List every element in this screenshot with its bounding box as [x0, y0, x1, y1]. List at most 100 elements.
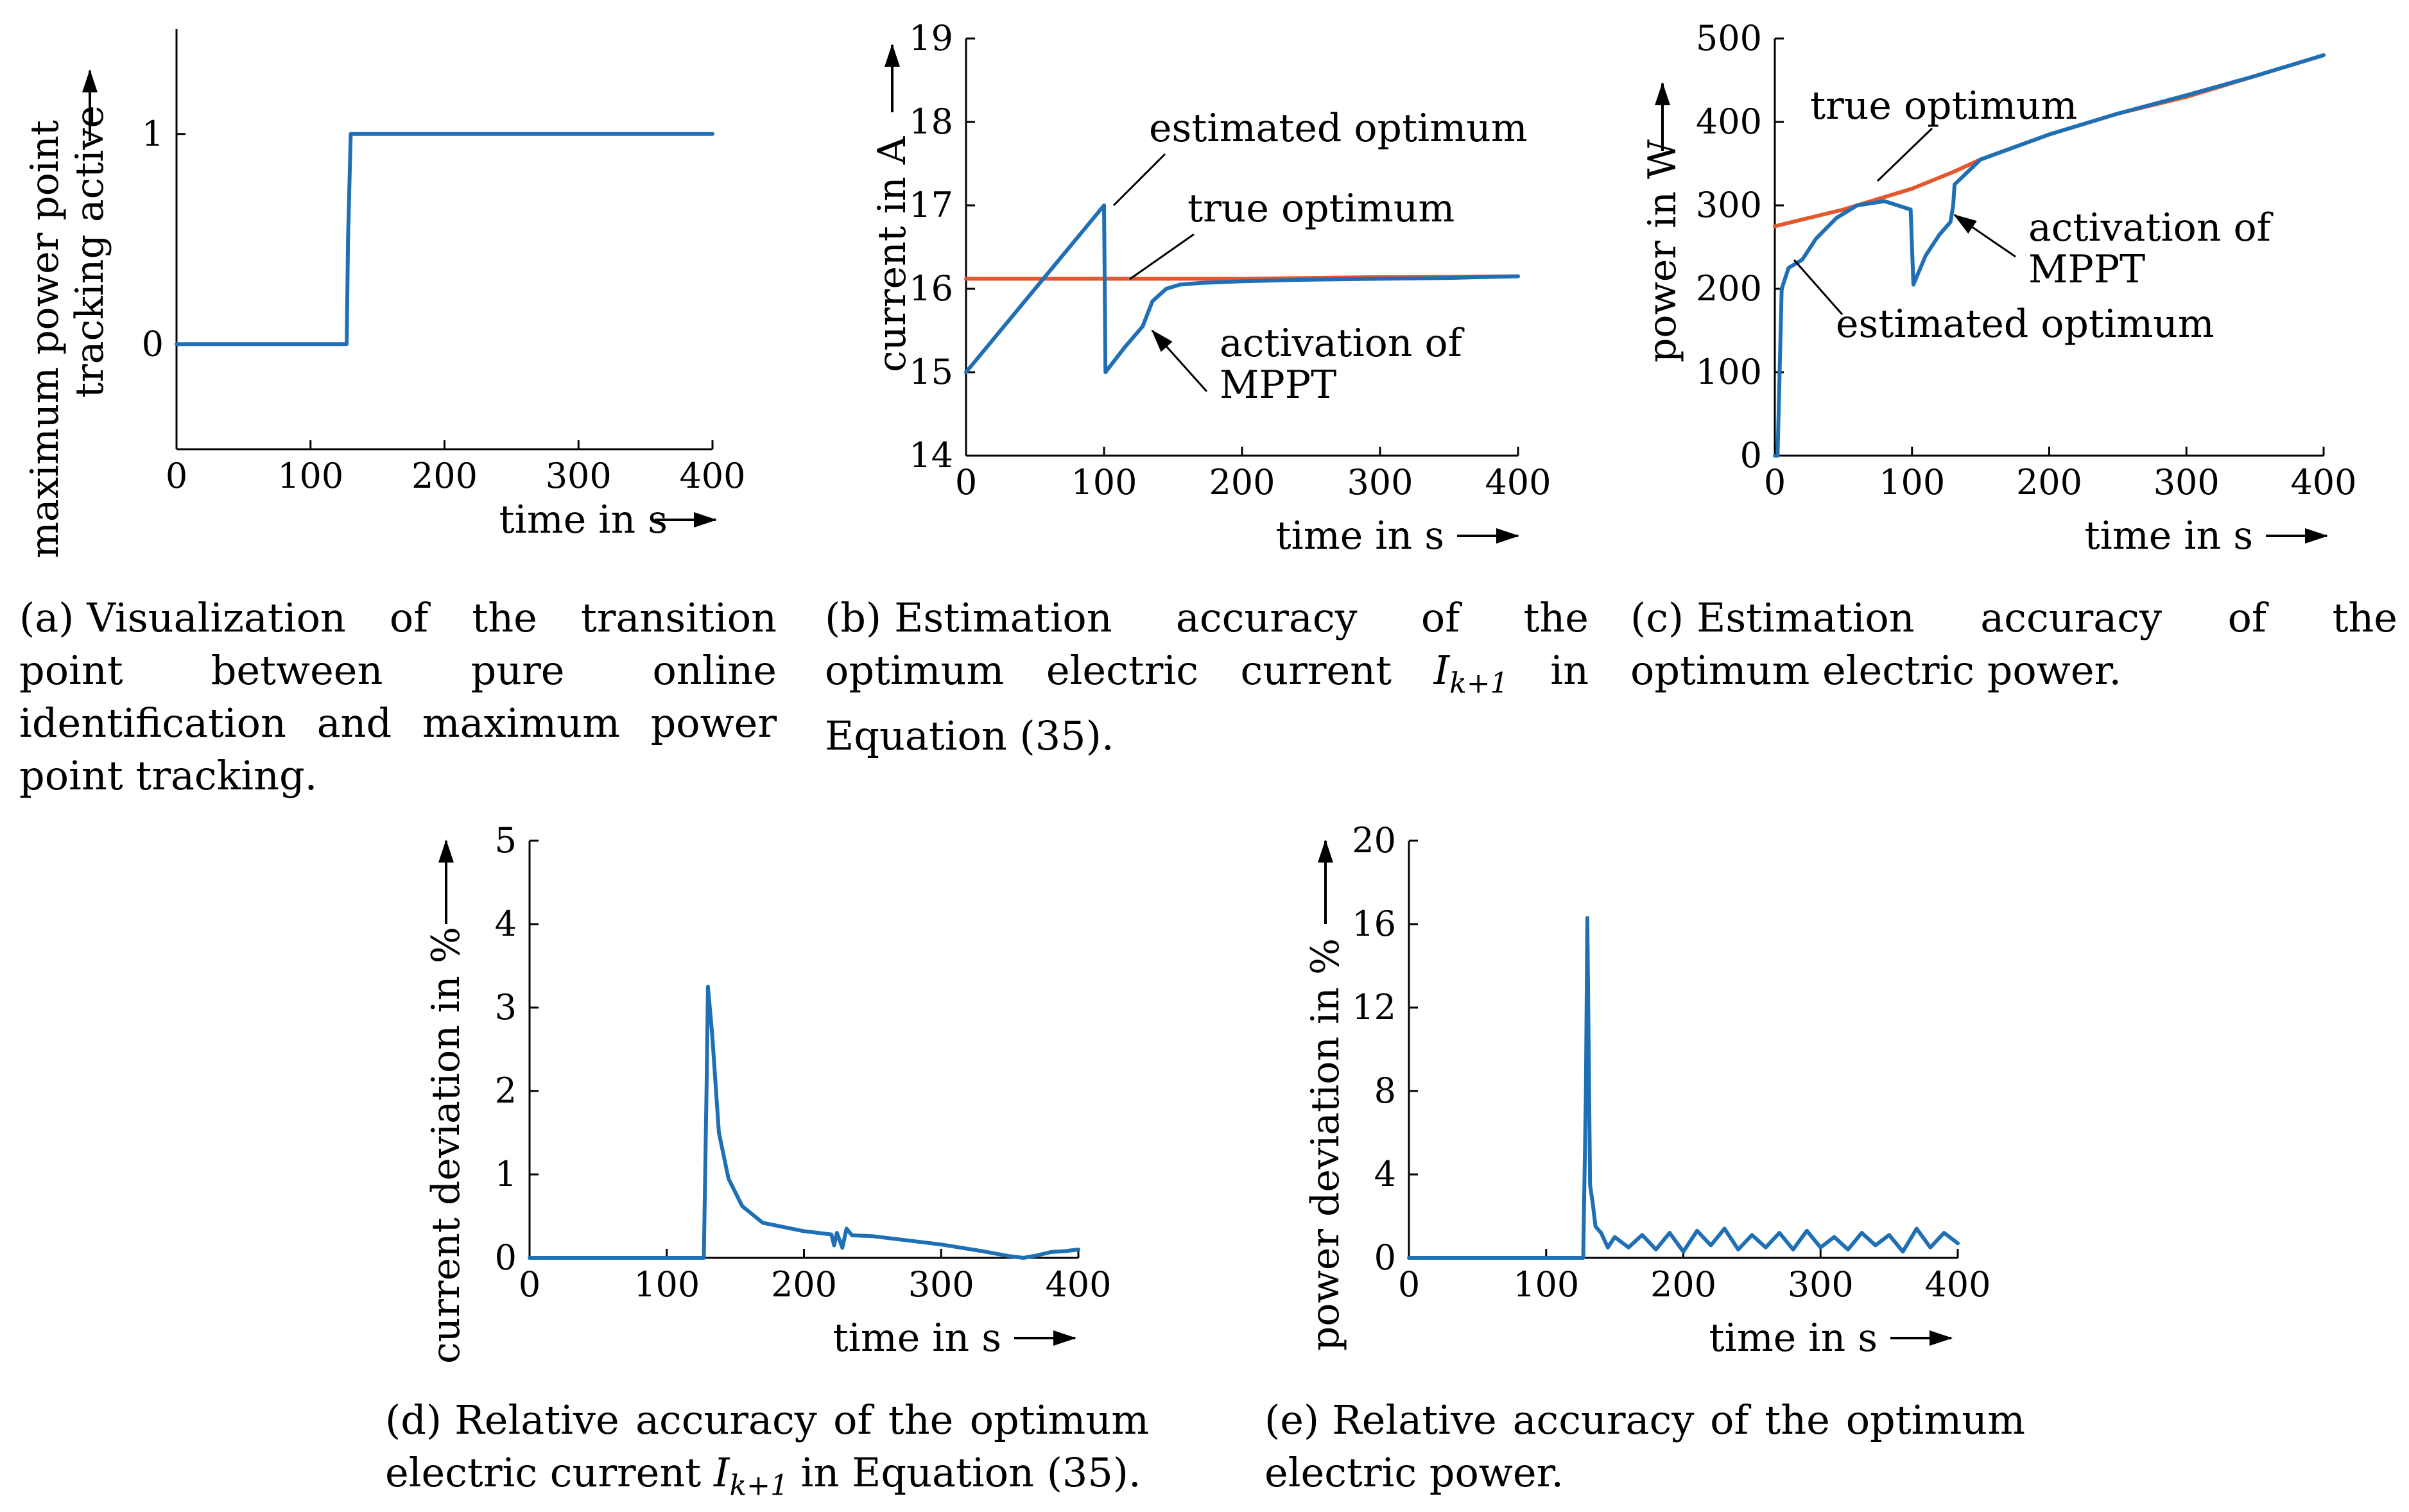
panel-c-y-tick-label: 500: [1696, 18, 1762, 58]
panel-b-y-tick-label: 18: [909, 101, 953, 142]
panel-e-y-tick-label: 8: [1374, 1070, 1396, 1111]
panel-d-x-tick-label: 0: [519, 1264, 540, 1305]
panel-c-ann-activation: activation of: [2028, 205, 2274, 250]
panel-c-x-tick-label: 100: [1879, 462, 1945, 503]
panel-c-ann-true-leader: [1876, 127, 1933, 182]
panel-e-xlabel: time in s: [1709, 1316, 1878, 1361]
panel-e-ylabel: power deviation in %: [1303, 938, 1348, 1351]
panel-d-y-tick-label: 3: [495, 987, 517, 1027]
panel-d-caption-sub: k+1: [729, 1469, 788, 1502]
panel-e-x-tick-label: 400: [1924, 1264, 1990, 1305]
panel-d-y-tick-label: 0: [495, 1237, 517, 1278]
panel-c-ann-estimated-leader: [1793, 259, 1843, 315]
panel-e-x-tick-label: 0: [1398, 1264, 1420, 1305]
panel-e-y-tick-label: 0: [1374, 1237, 1396, 1278]
panel-a-caption: (a) Visualization of the transition point…: [19, 592, 777, 802]
panel-a-y-tick-label: 0: [142, 323, 164, 364]
panel-d-x-tick-label: 100: [634, 1264, 700, 1305]
panel-c-y-tick-label: 200: [1696, 268, 1762, 309]
panel-d-caption-label: (d): [385, 1396, 442, 1443]
panel-b-x-tick-label: 100: [1071, 462, 1137, 503]
panel-a-y-tick-label: 1: [142, 114, 164, 154]
panel-a-xlabel: time in s: [499, 497, 668, 542]
panel-a-x-tick-label: 100: [277, 456, 343, 496]
panel-b-caption-post: in Equation (35).: [825, 647, 1589, 760]
panel-d-plot: 0 100 200 300 400 0 1 2 3 4 5: [495, 820, 1112, 1305]
panel-b-ann-activation: activation of: [1220, 321, 1465, 366]
panel-e-y-tick-label: 16: [1352, 904, 1396, 944]
panel-c-ann-activation-arrow: [1953, 214, 2016, 258]
panel-c-ann-mppt: MPPT: [2028, 247, 2145, 292]
panel-e-x-tick-label: 300: [1788, 1264, 1854, 1305]
panel-a: 0 100 200 300 400 0 1 time in s maximum power …: [22, 29, 746, 558]
panel-b-x-tick-label: 200: [1209, 462, 1275, 503]
panel-c-ylabel: power in W: [1640, 139, 1685, 363]
panel-c-caption-label: (c): [1630, 594, 1684, 641]
panel-e-x-tick-label: 200: [1650, 1264, 1716, 1305]
panel-c-y-tick-label: 300: [1696, 185, 1762, 225]
panel-b-y-tick-label: 16: [909, 268, 953, 309]
panel-c-plot: 0 100 200 300 400 0 100 200 300 400 500: [1696, 18, 2357, 503]
panel-e-series-power-deviation: [1407, 916, 1960, 1260]
panel-d-y-tick-label: 1: [495, 1154, 517, 1194]
panel-c-y-tick-label: 100: [1696, 352, 1762, 392]
panel-a-x-tick-label: 200: [411, 456, 478, 496]
panel-c-x-tick-label: 400: [2290, 462, 2356, 503]
panel-a-plot: 0 100 200 300 400 0 1: [142, 29, 746, 496]
panel-c-ann-true: true optimum: [1810, 83, 2077, 128]
panel-c-xlabel: time in s: [2085, 513, 2253, 558]
panel-b-y-tick-label: 14: [909, 435, 953, 476]
panel-e-caption-text: Relative accuracy of the optimum electri…: [1265, 1396, 2025, 1496]
panel-c-caption-text: Estimation accuracy of the optimum elect…: [1630, 594, 2397, 694]
panel-a-series-MPPT-active: [175, 132, 714, 347]
panel-b-ann-mppt: MPPT: [1220, 363, 1336, 408]
panel-b-ann-true: true optimum: [1187, 186, 1455, 231]
panel-b-ylabel: current in A: [870, 136, 915, 372]
panel-b-caption-label: (b): [825, 594, 882, 641]
panel-c-x-tick-label: 0: [1764, 462, 1786, 503]
panel-a-x-tick-label: 0: [166, 456, 187, 496]
panel-d-caption: (d) Relative accuracy of the optimum elec…: [385, 1394, 1149, 1512]
panel-b-caption-pre: Estimation accuracy of the optimum elect…: [825, 594, 1589, 694]
panel-b-ann-true-leader: [1129, 233, 1195, 280]
panel-d-ylabel: current deviation in %: [424, 927, 469, 1364]
panel-d-caption-post: in Equation (35).: [788, 1449, 1141, 1496]
panel-a-ylabel-line1: maximum power point: [22, 120, 67, 558]
panel-d: 0 100 200 300 400 0 1 2 3 4 5 time in s current de…: [424, 820, 1112, 1364]
panel-e-plot: 0 100 200 300 400 0 4 8 12 16 20: [1352, 820, 1990, 1305]
panel-a-caption-label: (a): [19, 594, 74, 641]
panel-a-caption-text: Visualization of the transition point be…: [19, 594, 777, 799]
panel-e: 0 100 200 300 400 0 4 8 12 16 20 time in s power d…: [1303, 820, 1991, 1361]
panel-d-y-tick-label: 5: [495, 820, 517, 861]
panel-e-x-tick-label: 100: [1513, 1264, 1579, 1305]
panel-b-x-tick-label: 300: [1347, 462, 1413, 503]
panel-d-x-tick-label: 300: [908, 1264, 974, 1305]
panel-c-x-tick-label: 200: [2016, 462, 2082, 503]
panel-e-y-tick-label: 20: [1352, 820, 1396, 861]
panel-b-ann-activation-arrow: [1151, 329, 1208, 393]
panel-d-y-tick-label: 2: [495, 1070, 517, 1111]
panel-d-y-tick-label: 4: [495, 904, 517, 944]
panel-b-plot: 0 100 200 300 400 14 15 16 17 18 19: [909, 18, 1551, 503]
panel-e-y-tick-label: 12: [1352, 987, 1396, 1027]
panel-c-caption: (c) Estimation accuracy of the optimum el…: [1630, 592, 2397, 697]
panel-a-x-tick-label: 300: [546, 456, 612, 496]
panel-b-y-tick-label: 15: [909, 352, 953, 392]
panel-b-caption-sub: k+1: [1449, 667, 1508, 700]
panel-c-ann-estimated: estimated optimum: [1836, 302, 2215, 347]
panel-c-y-tick-label: 0: [1740, 435, 1762, 476]
panel-e-y-tick-label: 4: [1374, 1154, 1396, 1194]
panel-b-x-tick-label: 0: [955, 462, 977, 503]
panel-c-y-tick-label: 400: [1696, 101, 1762, 142]
panel-d-xlabel: time in s: [833, 1316, 1001, 1361]
panel-b-xlabel: time in s: [1276, 513, 1444, 558]
panel-c-x-tick-label: 300: [2154, 462, 2220, 503]
panel-b: 0 100 200 300 400 14 15 16 17 18 19 time in s curr…: [870, 18, 1551, 558]
panel-d-x-tick-label: 400: [1045, 1264, 1111, 1305]
panel-a-ylabel-line2: tracking active: [67, 105, 112, 398]
panel-e-caption-label: (e): [1265, 1396, 1320, 1443]
panel-d-caption-var: I: [713, 1449, 730, 1496]
panel-b-ann-estimated: estimated optimum: [1149, 106, 1528, 151]
